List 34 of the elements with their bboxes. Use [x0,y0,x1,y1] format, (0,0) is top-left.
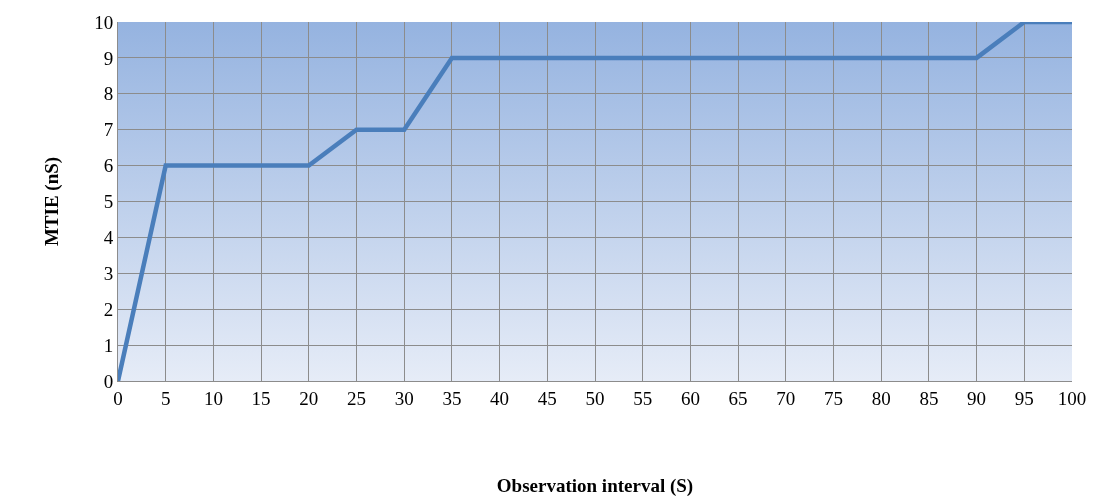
y-tick-label: 5 [103,191,114,213]
y-tick-label: 4 [103,227,114,249]
y-tick-label: 8 [103,83,114,105]
x-tick-label: 25 [347,387,366,409]
y-tick-label: 6 [103,155,114,177]
x-tick-label: 85 [919,387,939,409]
x-tick-label: 55 [633,387,653,409]
x-tick-label: 65 [728,387,748,409]
x-tick-label: 90 [967,387,987,409]
line-series [118,22,1072,381]
y-tick-label: 0 [103,370,114,392]
x-tick-label: 35 [442,387,462,409]
x-tick-label: 40 [490,387,510,409]
x-tick-label: 95 [1014,387,1034,409]
x-tick-label: 20 [299,387,319,409]
y-tick-label: 1 [103,334,114,356]
x-tick-label: 100 [1057,387,1087,409]
y-tick-label: 3 [103,262,114,284]
x-axis-title: Observation interval (S) [496,474,694,497]
x-tick-label: 80 [871,387,891,409]
x-tick-label: 10 [203,387,223,409]
y-tick-label: 10 [94,11,114,33]
x-tick-label: 75 [824,387,843,409]
y-tick-label: 2 [103,298,114,320]
x-tick-label: 70 [776,387,796,409]
x-tick-label: 45 [537,387,557,409]
x-tick-label: 30 [394,387,414,409]
x-tick-label: 60 [680,387,700,409]
x-tick-label: 15 [251,387,271,409]
y-tick-label: 7 [103,119,114,141]
y-axis-title: MTIE (nS) [41,156,64,247]
x-tick-label: 5 [160,387,171,409]
x-tick-label: 50 [585,387,605,409]
y-tick-label: 9 [103,47,114,69]
